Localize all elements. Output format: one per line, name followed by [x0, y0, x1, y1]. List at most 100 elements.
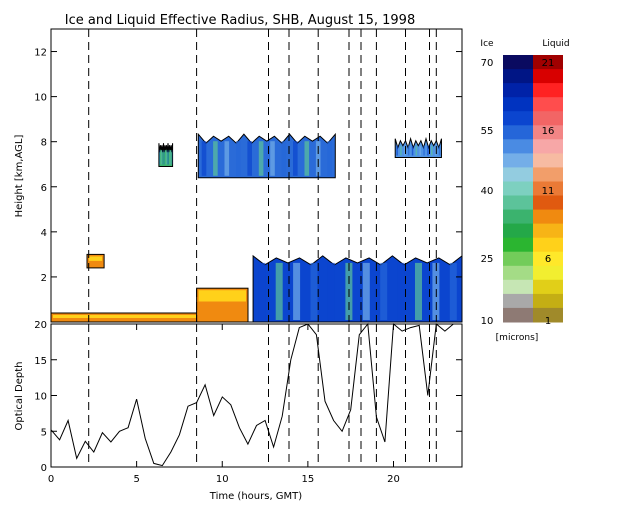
colorbar-liquid-swatch	[533, 125, 563, 140]
colorbar-liquid-swatch	[533, 69, 563, 84]
ice-cloud-region	[158, 143, 174, 167]
ice-cloud-region	[197, 132, 336, 179]
liquid-cloud	[86, 253, 105, 269]
colorbar-ice-swatch	[503, 167, 533, 182]
optical-depth-axis-ticks: 0 5 10 15 20	[34, 320, 462, 474]
colorbar-ice-swatch	[503, 237, 533, 253]
vertical-event-lines	[88, 29, 437, 322]
od-tick-label: 0	[41, 463, 47, 474]
ice-texture-strip	[400, 145, 402, 156]
colorbar-ice-tick-label: 70	[481, 58, 494, 69]
height-tick-label: 6	[41, 183, 47, 194]
colorbar-ice-column	[503, 55, 533, 323]
ice-texture-strip	[171, 150, 173, 165]
time-tick-label: 5	[133, 474, 139, 485]
ice-texture-strip	[434, 145, 437, 156]
colorbar-liquid-label: Liquid	[542, 39, 569, 49]
colorbar-liquid-swatch	[533, 265, 563, 281]
liquid-cloud-highlight	[198, 290, 246, 302]
colorbar-ice-tick-label: 40	[481, 186, 494, 197]
colorbar-liquid-swatch	[533, 293, 563, 309]
colorbar-liquid-swatch	[533, 111, 563, 126]
liquid-cloud	[196, 287, 249, 323]
ice-texture-strip	[162, 150, 164, 165]
optical-depth-plot-area	[50, 323, 463, 468]
ice-texture-strip	[293, 141, 298, 176]
colorbar-ice-swatch	[503, 55, 533, 70]
colorbar-ice-tick-label: 10	[481, 316, 494, 327]
ice-texture-strip	[213, 141, 218, 176]
colorbar-ice-swatch	[503, 279, 533, 295]
colorbar-ice-swatch	[503, 139, 533, 154]
ice-texture-strip	[397, 262, 405, 320]
colorbar-ice-swatch	[503, 195, 533, 211]
cloud-shapes	[50, 132, 463, 323]
colorbar-liquid-swatch	[533, 97, 563, 112]
colorbar-ice-label: Ice	[480, 39, 494, 49]
ice-texture-strip	[380, 262, 388, 320]
ice-texture-strip	[166, 150, 167, 165]
colorbar-ice-swatch	[503, 251, 533, 267]
od-tick-label: 10	[34, 392, 47, 403]
ice-texture-strip	[404, 145, 406, 156]
colorbar-liquid-column	[533, 55, 563, 323]
colorbar-ice-swatch	[503, 209, 533, 225]
height-tick-label: 4	[41, 228, 47, 239]
ice-texture-strip	[293, 262, 301, 320]
ice-texture-strip	[327, 141, 332, 176]
colorbar-liquid-tick-label: 1	[545, 316, 551, 327]
time-tick-label: 0	[48, 474, 54, 485]
colorbar-liquid-tick-label: 6	[545, 254, 551, 265]
ice-cloud	[158, 143, 174, 167]
colorbar-ice-swatch	[503, 223, 533, 239]
colorbar-liquid-tick-label: 16	[542, 126, 555, 137]
ice-texture-strip	[411, 145, 414, 156]
colorbar-liquid-swatch	[533, 83, 563, 98]
ice-texture-strip	[315, 141, 321, 176]
ice-texture-strip	[164, 150, 166, 165]
ice-cloud-region	[252, 254, 463, 323]
ice-texture-strip	[247, 141, 252, 176]
colorbar-liquid-swatch	[533, 279, 563, 295]
effective-radius-panel: 2 4 6 8 10 12 Height [km,AGL]	[14, 28, 463, 323]
colorbar-ice-swatch	[503, 181, 533, 197]
ice-texture-strip	[161, 150, 162, 165]
colorbar-ice-swatch	[503, 69, 533, 84]
chart-title: Ice and Liquid Effective Radius, SHB, Au…	[65, 13, 415, 28]
ice-texture-strip	[169, 150, 170, 165]
colorbar-liquid-swatch	[533, 223, 563, 239]
ice-cloud	[197, 132, 336, 179]
height-tick-label: 10	[34, 93, 47, 104]
colorbar-units-label: [microns]	[496, 333, 539, 343]
ice-texture-strip	[170, 150, 172, 165]
colorbar-liquid-swatch	[533, 167, 563, 182]
colorbar-liquid-swatch	[533, 153, 563, 168]
optical-depth-panel: 0 5 10 15 20 0 5 10 15 20 Optical Depth Time (ho…	[14, 320, 463, 502]
ice-texture-strip	[258, 262, 266, 320]
colorbar-liquid-swatch	[533, 307, 563, 323]
ice-texture-strip	[415, 145, 418, 156]
ice-texture-strip	[407, 145, 410, 156]
ice-texture-strip	[224, 141, 230, 176]
ice-texture-strip	[159, 150, 160, 165]
time-axis-label: Time (hours, GMT)	[209, 491, 303, 502]
colorbar-liquid-swatch	[533, 237, 563, 253]
time-tick-label: 10	[216, 474, 229, 485]
colorbar-ice-ticks: 70 55 40 25 10	[481, 58, 494, 327]
ice-texture-strip	[310, 262, 318, 320]
colorbar-ice-swatch	[503, 265, 533, 281]
colorbar-liquid-ticks: 21 16 11 6 1	[542, 58, 555, 327]
ice-texture-strip	[201, 141, 207, 176]
ice-texture-strip	[304, 141, 310, 176]
colorbar-ice-swatch	[503, 111, 533, 126]
ice-texture-strip	[327, 262, 335, 320]
colorbar-liquid-swatch	[533, 195, 563, 211]
color-legend: Ice Liquid 70 55 40 25 10 21 16 11 6 1 [microns]	[480, 39, 569, 343]
colorbar-liquid-tick-label: 21	[542, 58, 555, 69]
ice-texture-strip	[168, 150, 169, 165]
height-tick-label: 2	[41, 273, 47, 284]
ice-texture-strip	[281, 141, 287, 176]
colorbar-liquid-swatch	[533, 251, 563, 267]
ice-texture-strip	[427, 145, 429, 156]
ice-texture-strip	[431, 145, 433, 156]
